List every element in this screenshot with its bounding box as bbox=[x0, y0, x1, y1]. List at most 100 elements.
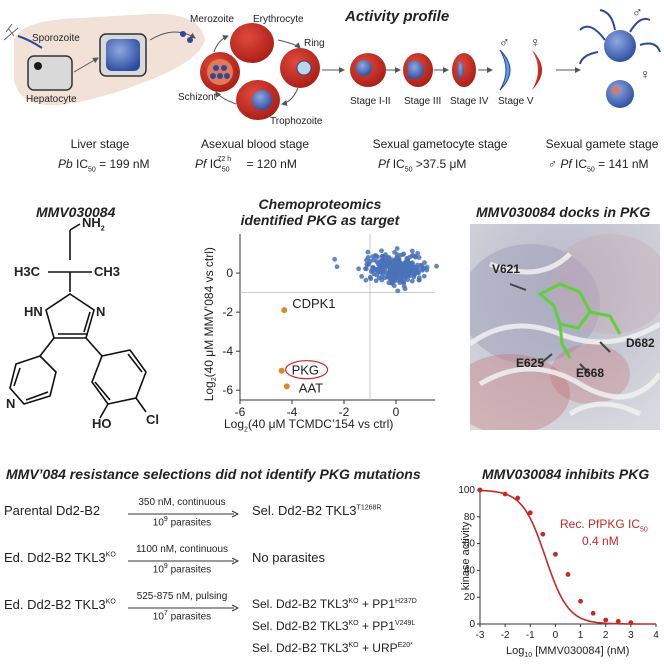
chemo-label-cdpk1: CDPK1 bbox=[292, 296, 335, 311]
chemo-background-point bbox=[412, 271, 418, 277]
label-stage-iv: Stage IV bbox=[450, 96, 489, 107]
chemo-y-tick-label: -6 bbox=[222, 383, 233, 397]
inhibit-title: MMV030084 inhibits PKG bbox=[482, 466, 650, 482]
chemo-hit-point-cdpk1 bbox=[281, 307, 288, 314]
residue-e668: E668 bbox=[576, 366, 605, 380]
resistance-row3-cond-top: 525-875 nM, pulsing bbox=[136, 591, 228, 602]
chemo-background-point bbox=[377, 263, 383, 269]
inhibit-data-point bbox=[502, 491, 508, 497]
inhibit-data-point bbox=[527, 510, 533, 516]
inhibit-y-tick-label: 100 bbox=[458, 485, 475, 496]
resistance-row1-result: Sel. Dd2-B2 TKL3T1268R bbox=[252, 503, 382, 518]
chemo-background-point bbox=[409, 248, 415, 254]
chemo-background-point bbox=[365, 249, 371, 255]
chemo-background-point bbox=[334, 264, 340, 270]
chemo-background-point bbox=[391, 261, 397, 267]
chemo-label-pkg: PKG bbox=[292, 363, 319, 378]
label-male-gametocyte: ♂ bbox=[499, 34, 510, 50]
chemo-background-point bbox=[390, 272, 396, 277]
chemo-background-point bbox=[394, 246, 400, 251]
resistance-title: MMV’084 resistance selections did not id… bbox=[6, 466, 421, 482]
inhibit-x-tick-label: 3 bbox=[628, 630, 634, 641]
chemo-background-point bbox=[434, 263, 439, 269]
chemo-background-point bbox=[382, 262, 388, 268]
inhibit-y-tick-label: 0 bbox=[469, 619, 475, 630]
inhibit-x-tick-label: 4 bbox=[653, 630, 659, 641]
ic50-asexual: Pf IC5072 h = 120 nM bbox=[195, 156, 297, 174]
inhibit-x-tick-label: -1 bbox=[526, 630, 535, 641]
chemo-background-point bbox=[379, 248, 384, 254]
resistance-row2-parent: Ed. Dd2-B2 TKL3KO bbox=[4, 550, 116, 565]
atom-n-imidazole: N bbox=[96, 304, 106, 319]
inhibit-fit-curve bbox=[480, 489, 656, 625]
compound-title: MMV030084 bbox=[36, 204, 116, 220]
chemo-background-point bbox=[375, 254, 380, 260]
chemo-background-point bbox=[399, 263, 405, 269]
chemo-background-point bbox=[399, 279, 405, 284]
chemo-background-point bbox=[380, 254, 386, 259]
chemo-background-point bbox=[356, 266, 362, 272]
chemo-x-tick-label: 0 bbox=[393, 405, 400, 419]
chemo-pkg-highlight bbox=[284, 360, 329, 380]
inhibit-legend-line2: 0.4 nM bbox=[582, 534, 619, 548]
inhibit-data-point bbox=[628, 620, 634, 626]
chemo-title: Chemoproteomics identified PKG as target bbox=[240, 196, 400, 228]
inhibit-data-point bbox=[477, 487, 483, 493]
chemo-background-point bbox=[416, 255, 422, 260]
atom-h3c: H3C bbox=[14, 264, 41, 279]
chemo-background-point bbox=[415, 250, 421, 256]
label-stage-iii: Stage III bbox=[404, 96, 442, 107]
residue-v621: V621 bbox=[492, 262, 521, 276]
ic50-liver: Pb IC50 = 199 nM bbox=[58, 157, 150, 174]
resistance-row2-arrow bbox=[128, 557, 240, 565]
resistance-row1-cond-top: 350 nM, continuous bbox=[138, 497, 226, 508]
chemo-background-point bbox=[365, 255, 371, 260]
label-ring: Ring bbox=[304, 38, 325, 49]
chemo-background-point bbox=[387, 267, 393, 273]
inhibit-legend-line1: Rec. PfPKG IC50 bbox=[560, 517, 648, 534]
chemo-background-point bbox=[421, 273, 427, 279]
atom-hn: HN bbox=[24, 304, 43, 319]
chemo-background-point bbox=[407, 273, 412, 279]
label-stage-v: Stage V bbox=[498, 96, 534, 107]
chemo-background-point bbox=[359, 274, 365, 279]
chemo-background-point bbox=[392, 249, 397, 255]
chemo-background-point bbox=[387, 276, 393, 282]
chemo-background-point bbox=[368, 276, 374, 282]
inhibit-data-point bbox=[590, 610, 596, 616]
chemo-xlabel: Log2(40 μM TCMDC’154 vs ctrl) bbox=[224, 417, 394, 434]
ic50-gametocyte: Pf IC50 >37.5 μM bbox=[378, 157, 467, 174]
chemo-background-point bbox=[373, 278, 379, 284]
chemo-label-aat: AAT bbox=[299, 380, 323, 395]
chemo-ylabel: Log2(40 μM MMV’084 vs ctrl) bbox=[201, 247, 219, 402]
resistance-row3-result-3: Sel. Dd2-B2 TKL3KO + URPE20* bbox=[252, 641, 413, 655]
label-stage-i-ii: Stage I-II bbox=[350, 96, 391, 107]
chemo-background-point bbox=[332, 256, 338, 262]
docking-image bbox=[470, 224, 660, 430]
activity-profile-title: Activity profile bbox=[345, 8, 450, 25]
gametocyte-stage-v-shape bbox=[499, 49, 511, 91]
atom-ch3: CH3 bbox=[94, 264, 121, 279]
inhibit-x-tick-label: 2 bbox=[603, 630, 609, 641]
chemo-x-tick-label: -4 bbox=[287, 405, 298, 419]
chemo-background-point bbox=[409, 278, 415, 284]
chemo-background-point bbox=[416, 275, 422, 281]
resistance-row2-cond-bottom: 109 parasites bbox=[152, 563, 212, 576]
hepatocyte-shape bbox=[27, 55, 73, 91]
inhibit-y-tick-label: 80 bbox=[464, 512, 476, 523]
label-hepatocyte: Hepatocyte bbox=[26, 94, 77, 105]
inhibit-x-tick-label: 0 bbox=[553, 630, 559, 641]
inhibit-x-tick-label: -3 bbox=[476, 630, 485, 641]
chemo-background-point bbox=[382, 275, 388, 281]
chemo-background-point bbox=[370, 265, 376, 271]
chemo-background-point bbox=[368, 258, 373, 264]
chemo-background-point bbox=[395, 288, 401, 294]
resistance-row1-cond-bottom: 109 parasites bbox=[152, 516, 212, 529]
chemo-background-point bbox=[422, 260, 427, 266]
atom-nh2: NH2 bbox=[82, 215, 105, 233]
chemo-x-tick-label: -2 bbox=[339, 405, 350, 419]
inhibit-x-tick-label: 1 bbox=[578, 630, 584, 641]
chemo-y-tick-label: -2 bbox=[222, 305, 233, 319]
label-sporozoite: Sporozoite bbox=[32, 33, 80, 44]
resistance-row1-parent: Parental Dd2-B2 bbox=[4, 503, 101, 518]
